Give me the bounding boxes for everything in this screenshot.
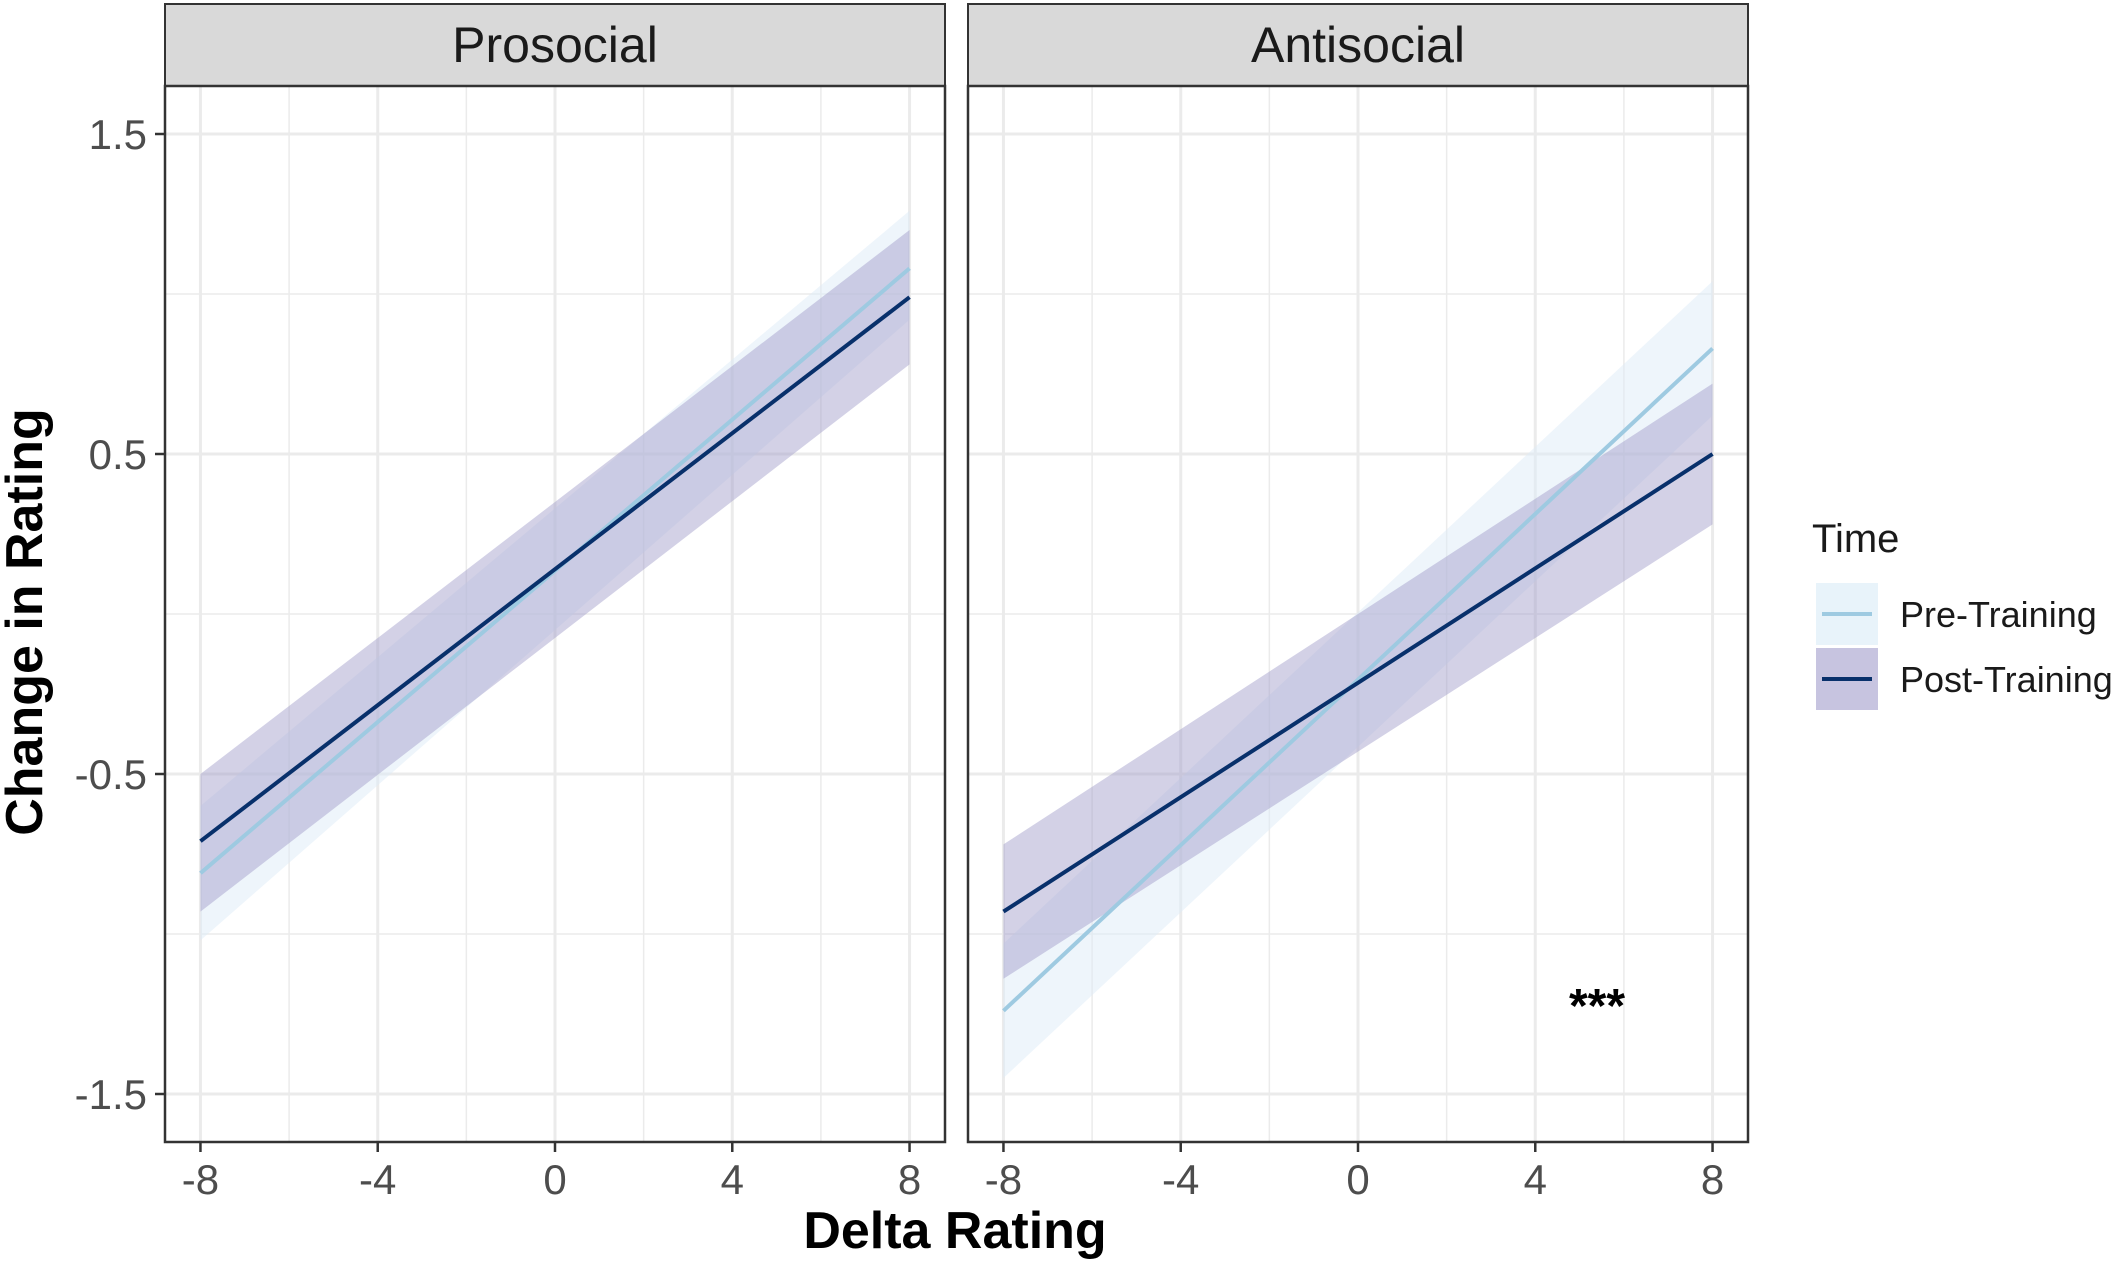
y-tick-label: -0.5 xyxy=(75,751,147,798)
x-axis-prosocial: -8 -4 0 4 8 xyxy=(182,1142,921,1203)
significance-annotation: *** xyxy=(1569,980,1625,1033)
x-tick-label: -4 xyxy=(359,1156,396,1203)
x-tick-label: 0 xyxy=(1346,1156,1369,1203)
legend-entry-pre-training: Pre-Training xyxy=(1816,583,2097,645)
x-tick-label: 8 xyxy=(1701,1156,1724,1203)
legend: Time Pre-Training Post-Training xyxy=(1812,517,2113,710)
panel-antisocial xyxy=(966,84,1750,1144)
series-line-pre-training xyxy=(1002,346,1714,1013)
facet-strip-antisocial: Antisocial xyxy=(967,3,1749,87)
y-tick-label: -1.5 xyxy=(75,1071,147,1118)
x-tick-label: -8 xyxy=(182,1156,219,1203)
legend-label-post-training: Post-Training xyxy=(1900,659,2113,700)
panel-prosocial xyxy=(163,84,947,1144)
x-tick-label: 4 xyxy=(721,1156,744,1203)
x-tick-label: -4 xyxy=(1162,1156,1199,1203)
y-tick-label: 0.5 xyxy=(89,431,147,478)
x-tick-label: -8 xyxy=(985,1156,1022,1203)
series-line-post-training xyxy=(199,295,911,843)
x-tick-label: 0 xyxy=(543,1156,566,1203)
series-line-post-training xyxy=(1002,452,1714,914)
y-axis-title: Change in Rating xyxy=(0,408,54,836)
x-axis-antisocial: -8 -4 0 4 8 xyxy=(985,1142,1724,1203)
x-tick-label: 8 xyxy=(898,1156,921,1203)
facet-label-prosocial: Prosocial xyxy=(452,17,658,73)
y-axis: -1.5 -0.5 0.5 1.5 xyxy=(75,111,165,1118)
facet-label-antisocial: Antisocial xyxy=(1251,17,1465,73)
legend-title: Time xyxy=(1812,517,1899,561)
legend-label-pre-training: Pre-Training xyxy=(1900,594,2097,635)
x-tick-label: 4 xyxy=(1524,1156,1547,1203)
y-tick-label: 1.5 xyxy=(89,111,147,158)
ci-band-pre-training xyxy=(200,210,910,941)
facet-strip-prosocial: Prosocial xyxy=(164,3,946,87)
x-axis-title: Delta Rating xyxy=(803,1202,1106,1260)
legend-entry-post-training: Post-Training xyxy=(1816,648,2113,710)
